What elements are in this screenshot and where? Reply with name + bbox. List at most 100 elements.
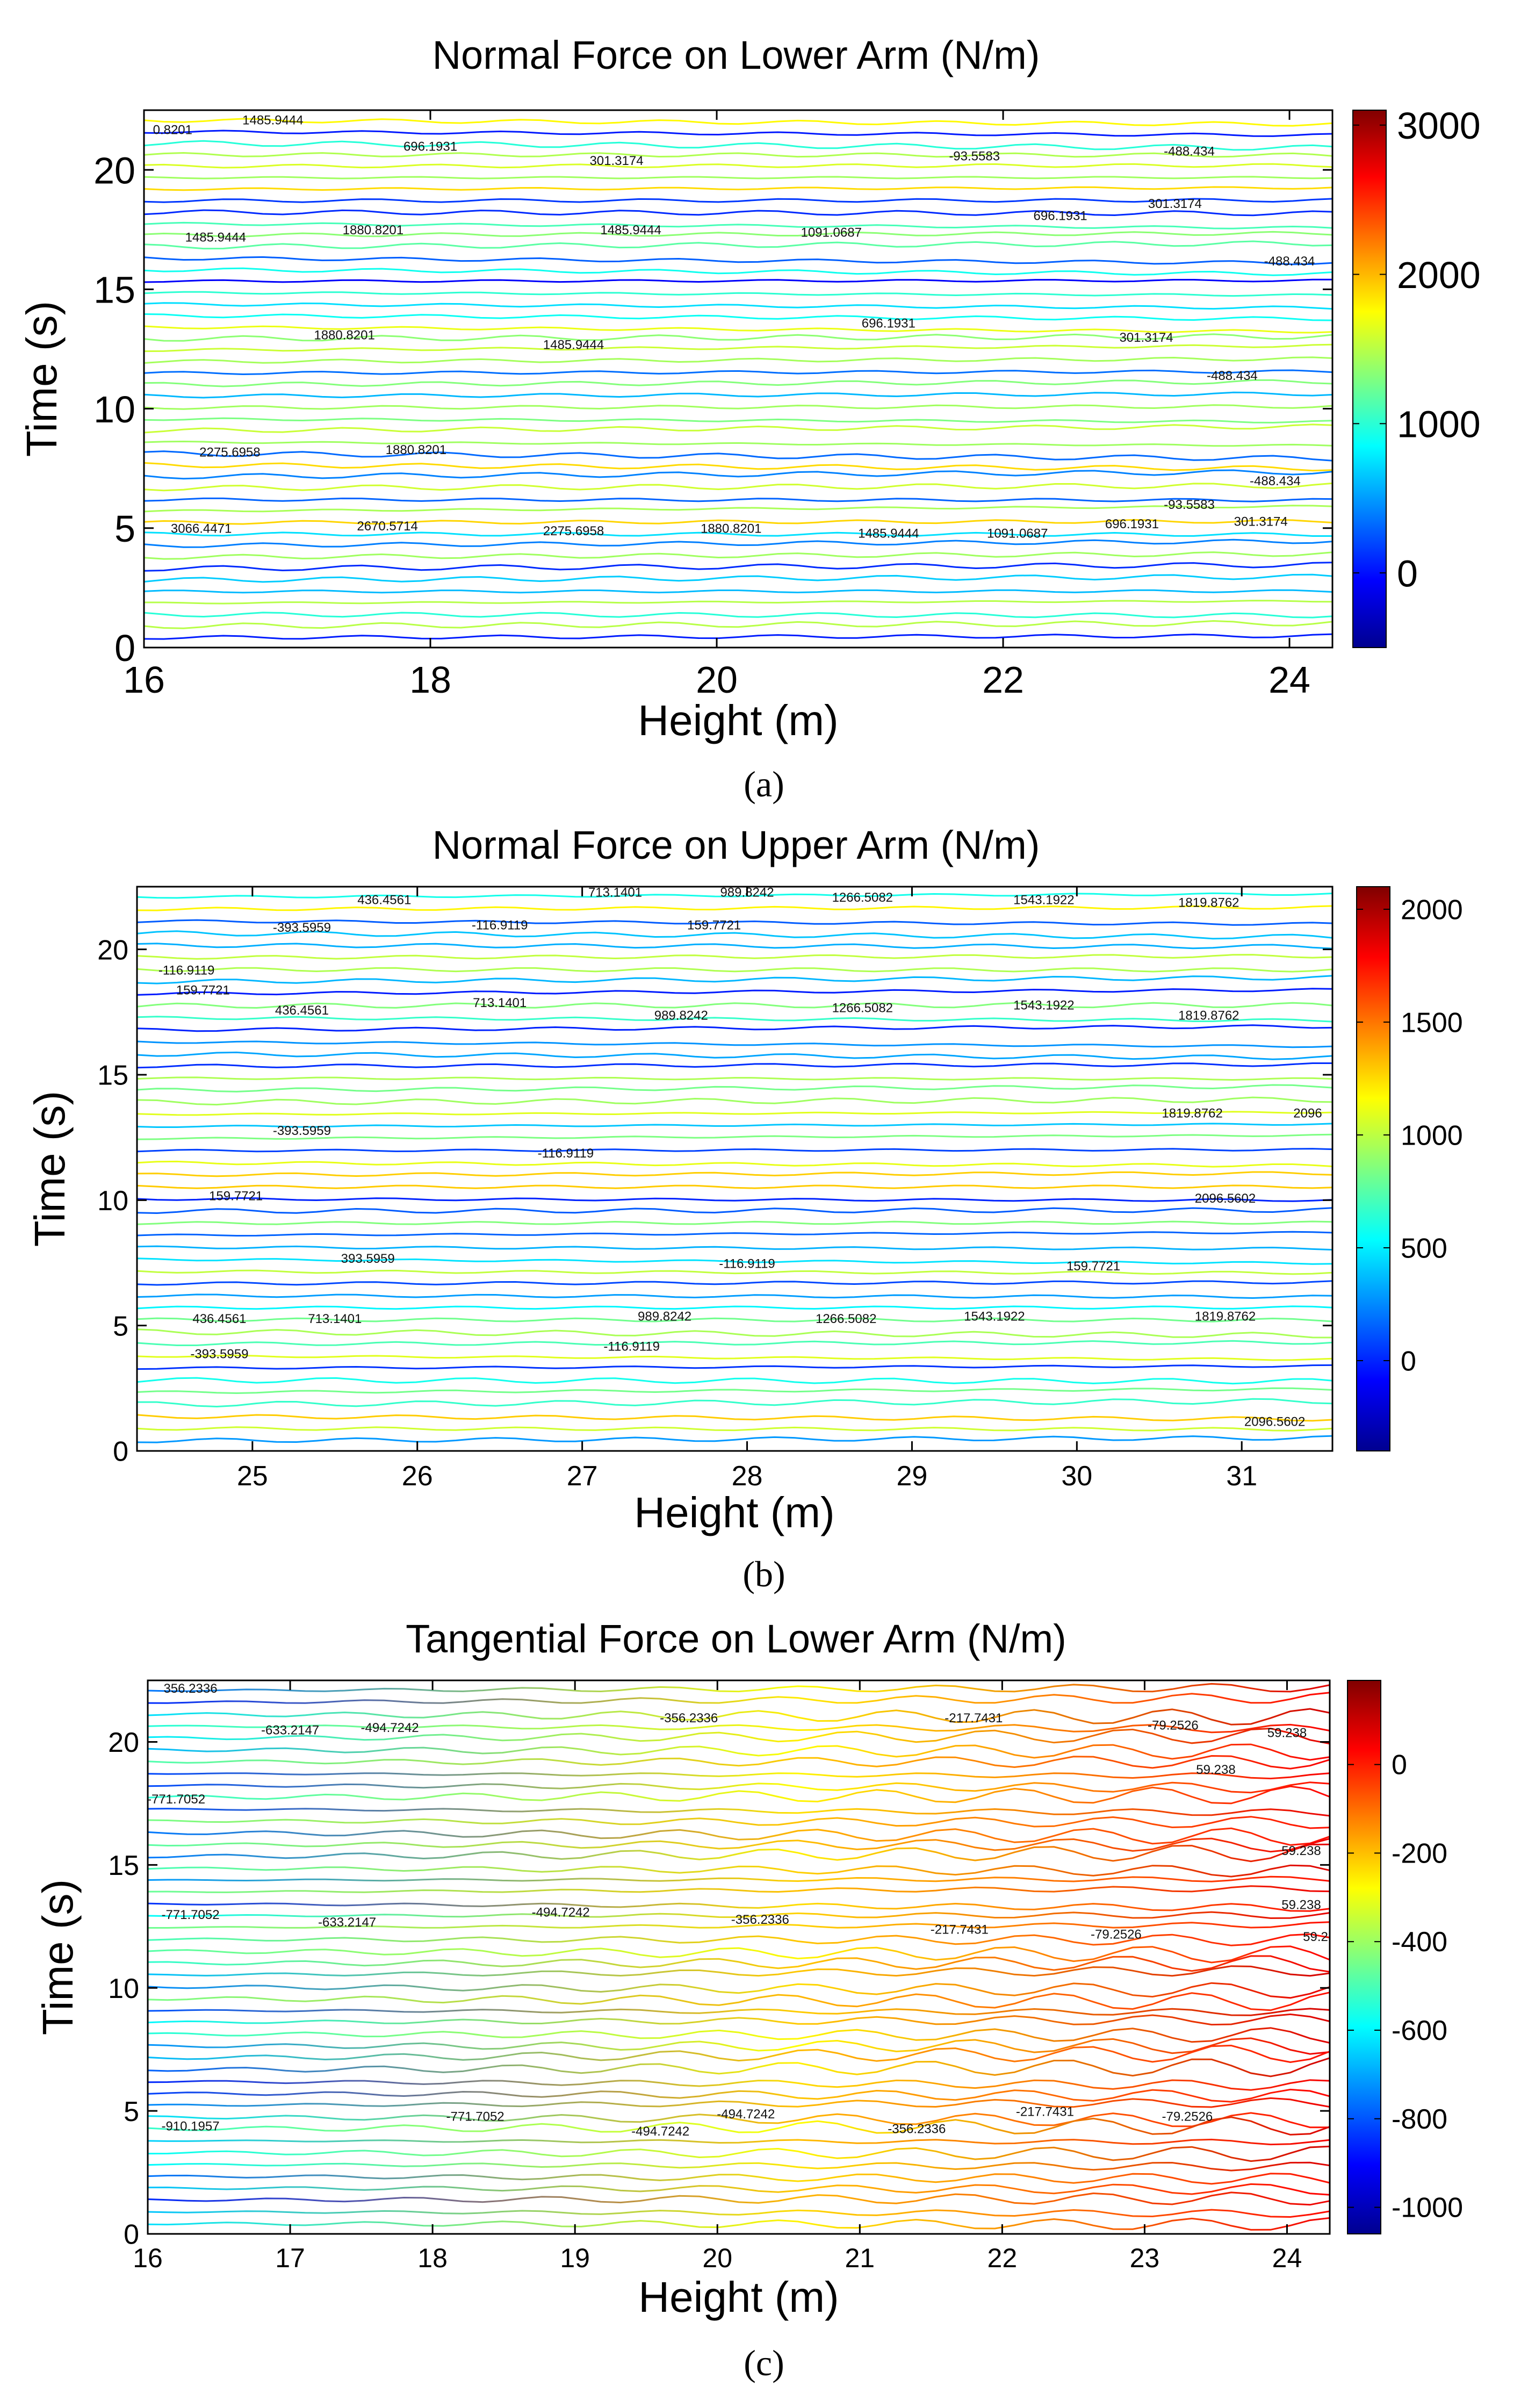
contour-line: [147, 1708, 1330, 1726]
contour-line: [147, 1875, 1330, 1882]
contour-label: 1819.8762: [1195, 1309, 1256, 1324]
contour-line: [136, 1133, 1333, 1140]
contour-line: [136, 930, 1333, 940]
contour-label: 301.3174: [1119, 330, 1173, 345]
contour-line: [143, 620, 1333, 629]
contour-line: [136, 1414, 1333, 1422]
panel-b-colorbar-ticks: 0 500 1000 1500 2000: [1357, 895, 1463, 1377]
contour-line: [147, 1816, 1330, 1829]
contour-line: [136, 1280, 1333, 1286]
colorbar-tick-label: 1000: [1401, 1120, 1463, 1152]
contour-label: -494.7242: [631, 2124, 689, 2139]
contour-label: -393.5959: [273, 921, 331, 935]
colorbar-tick-label: -200: [1392, 1838, 1447, 1869]
contour-line: [136, 954, 1333, 960]
x-tick-label: 22: [982, 659, 1024, 701]
y-tick-label: 5: [113, 1311, 128, 1342]
contour-label: -116.9119: [719, 1256, 775, 1271]
contour-line: [136, 1002, 1333, 1009]
panel-c-x-label: Height (m): [638, 2273, 839, 2321]
contour-label: -116.9119: [538, 1146, 594, 1161]
contour-label: 1543.1922: [1013, 893, 1074, 908]
contour-line: [136, 1364, 1333, 1370]
panel-b: Normal Force on Upper Arm (N/m) 436.4561…: [26, 823, 1463, 1594]
contour-label: 159.7721: [176, 983, 230, 998]
y-tick-label: 10: [108, 1973, 139, 2004]
contour-label: -488.434: [1164, 144, 1215, 159]
contour-line: [147, 2173, 1330, 2185]
contour-line: [143, 291, 1333, 297]
contour-label: -79.2526: [1148, 1719, 1199, 1733]
x-tick-label: 21: [845, 2243, 875, 2273]
contour-label: 1543.1922: [964, 1309, 1025, 1324]
panel-a-plot-frame: [143, 109, 1334, 649]
contour-line: [147, 1781, 1330, 1794]
contour-line: [136, 1062, 1332, 1069]
contour-line: [143, 267, 1333, 276]
contour-line: [147, 2044, 1330, 2064]
contour-line: [147, 1843, 1330, 1863]
contour-line: [143, 278, 1332, 283]
x-tick-label: 20: [702, 2243, 732, 2273]
contour-label: 1485.9444: [858, 527, 919, 541]
contour-line: [147, 1911, 1330, 1920]
contour-line: [136, 975, 1333, 984]
contour-line: [147, 2161, 1330, 2172]
contour-label: 159.7721: [1066, 1259, 1120, 1274]
contour-line: [136, 892, 1333, 899]
contour-label: -488.434: [1264, 254, 1315, 269]
panel-a-caption: (a): [744, 764, 784, 804]
contour-label: -494.7242: [717, 2107, 775, 2122]
contour-label: 2096: [1293, 1106, 1322, 1120]
contour-line: [147, 2027, 1330, 2044]
x-tick-label: 27: [567, 1461, 598, 1492]
contour-line: [147, 2057, 1330, 2078]
colorbar-tick-label: -1000: [1392, 2193, 1463, 2224]
contour-line: [136, 1160, 1333, 1168]
contour-line: [136, 1354, 1333, 1361]
contour-line: [143, 343, 1333, 353]
contour-label: 59.238: [1281, 1844, 1321, 1858]
contour-line: [147, 1864, 1330, 1878]
contour-line: [147, 1808, 1330, 1817]
contour-label: -633.2147: [261, 1723, 319, 1738]
y-tick-label: 20: [97, 935, 128, 966]
contour-line: [147, 1727, 1330, 1745]
x-tick-label: 24: [1268, 659, 1310, 701]
contour-line: [143, 231, 1333, 238]
contour-line: [147, 1965, 1330, 1977]
contour-label: -488.434: [1250, 474, 1301, 488]
panel-a-x-label: Height (m): [638, 696, 838, 744]
contour-line: [136, 1024, 1333, 1032]
contour-line: [136, 988, 1333, 996]
contour-label: 59.238: [1281, 1898, 1321, 1913]
contour-label: 1091.0687: [987, 527, 1048, 541]
contour-line: [143, 440, 1333, 447]
contour-line: [144, 600, 1333, 605]
contour-label: 3066.4471: [171, 522, 232, 536]
contour-line: [143, 469, 1333, 480]
colorbar-tick-label: 3000: [1397, 105, 1481, 147]
contour-label: 436.4561: [192, 1312, 246, 1326]
contour-line: [147, 1955, 1330, 1973]
contour-line: [147, 1723, 1330, 1734]
contour-line: [143, 240, 1333, 250]
contour-line: [148, 1921, 1330, 1929]
contour-label: 2275.6958: [199, 445, 260, 459]
contour-line: [147, 2088, 1330, 2103]
contour-line: [136, 1207, 1333, 1214]
contour-label: 1091.0687: [801, 226, 861, 240]
contour-line: [147, 1827, 1330, 1846]
panel-b-y-label: Time (s): [26, 1091, 74, 1247]
y-tick-label: 15: [97, 1060, 128, 1091]
y-tick-label: 20: [93, 149, 135, 191]
contour-line: [147, 2037, 1330, 2055]
contour-line: [147, 1933, 1330, 1946]
contour-line: [136, 1171, 1333, 1177]
contour-label: 0.8201: [153, 123, 192, 137]
x-tick-label: 19: [560, 2243, 590, 2273]
x-tick-label: 30: [1061, 1461, 1092, 1492]
contour-line: [143, 356, 1333, 364]
contour-label: 696.1931: [862, 316, 916, 330]
